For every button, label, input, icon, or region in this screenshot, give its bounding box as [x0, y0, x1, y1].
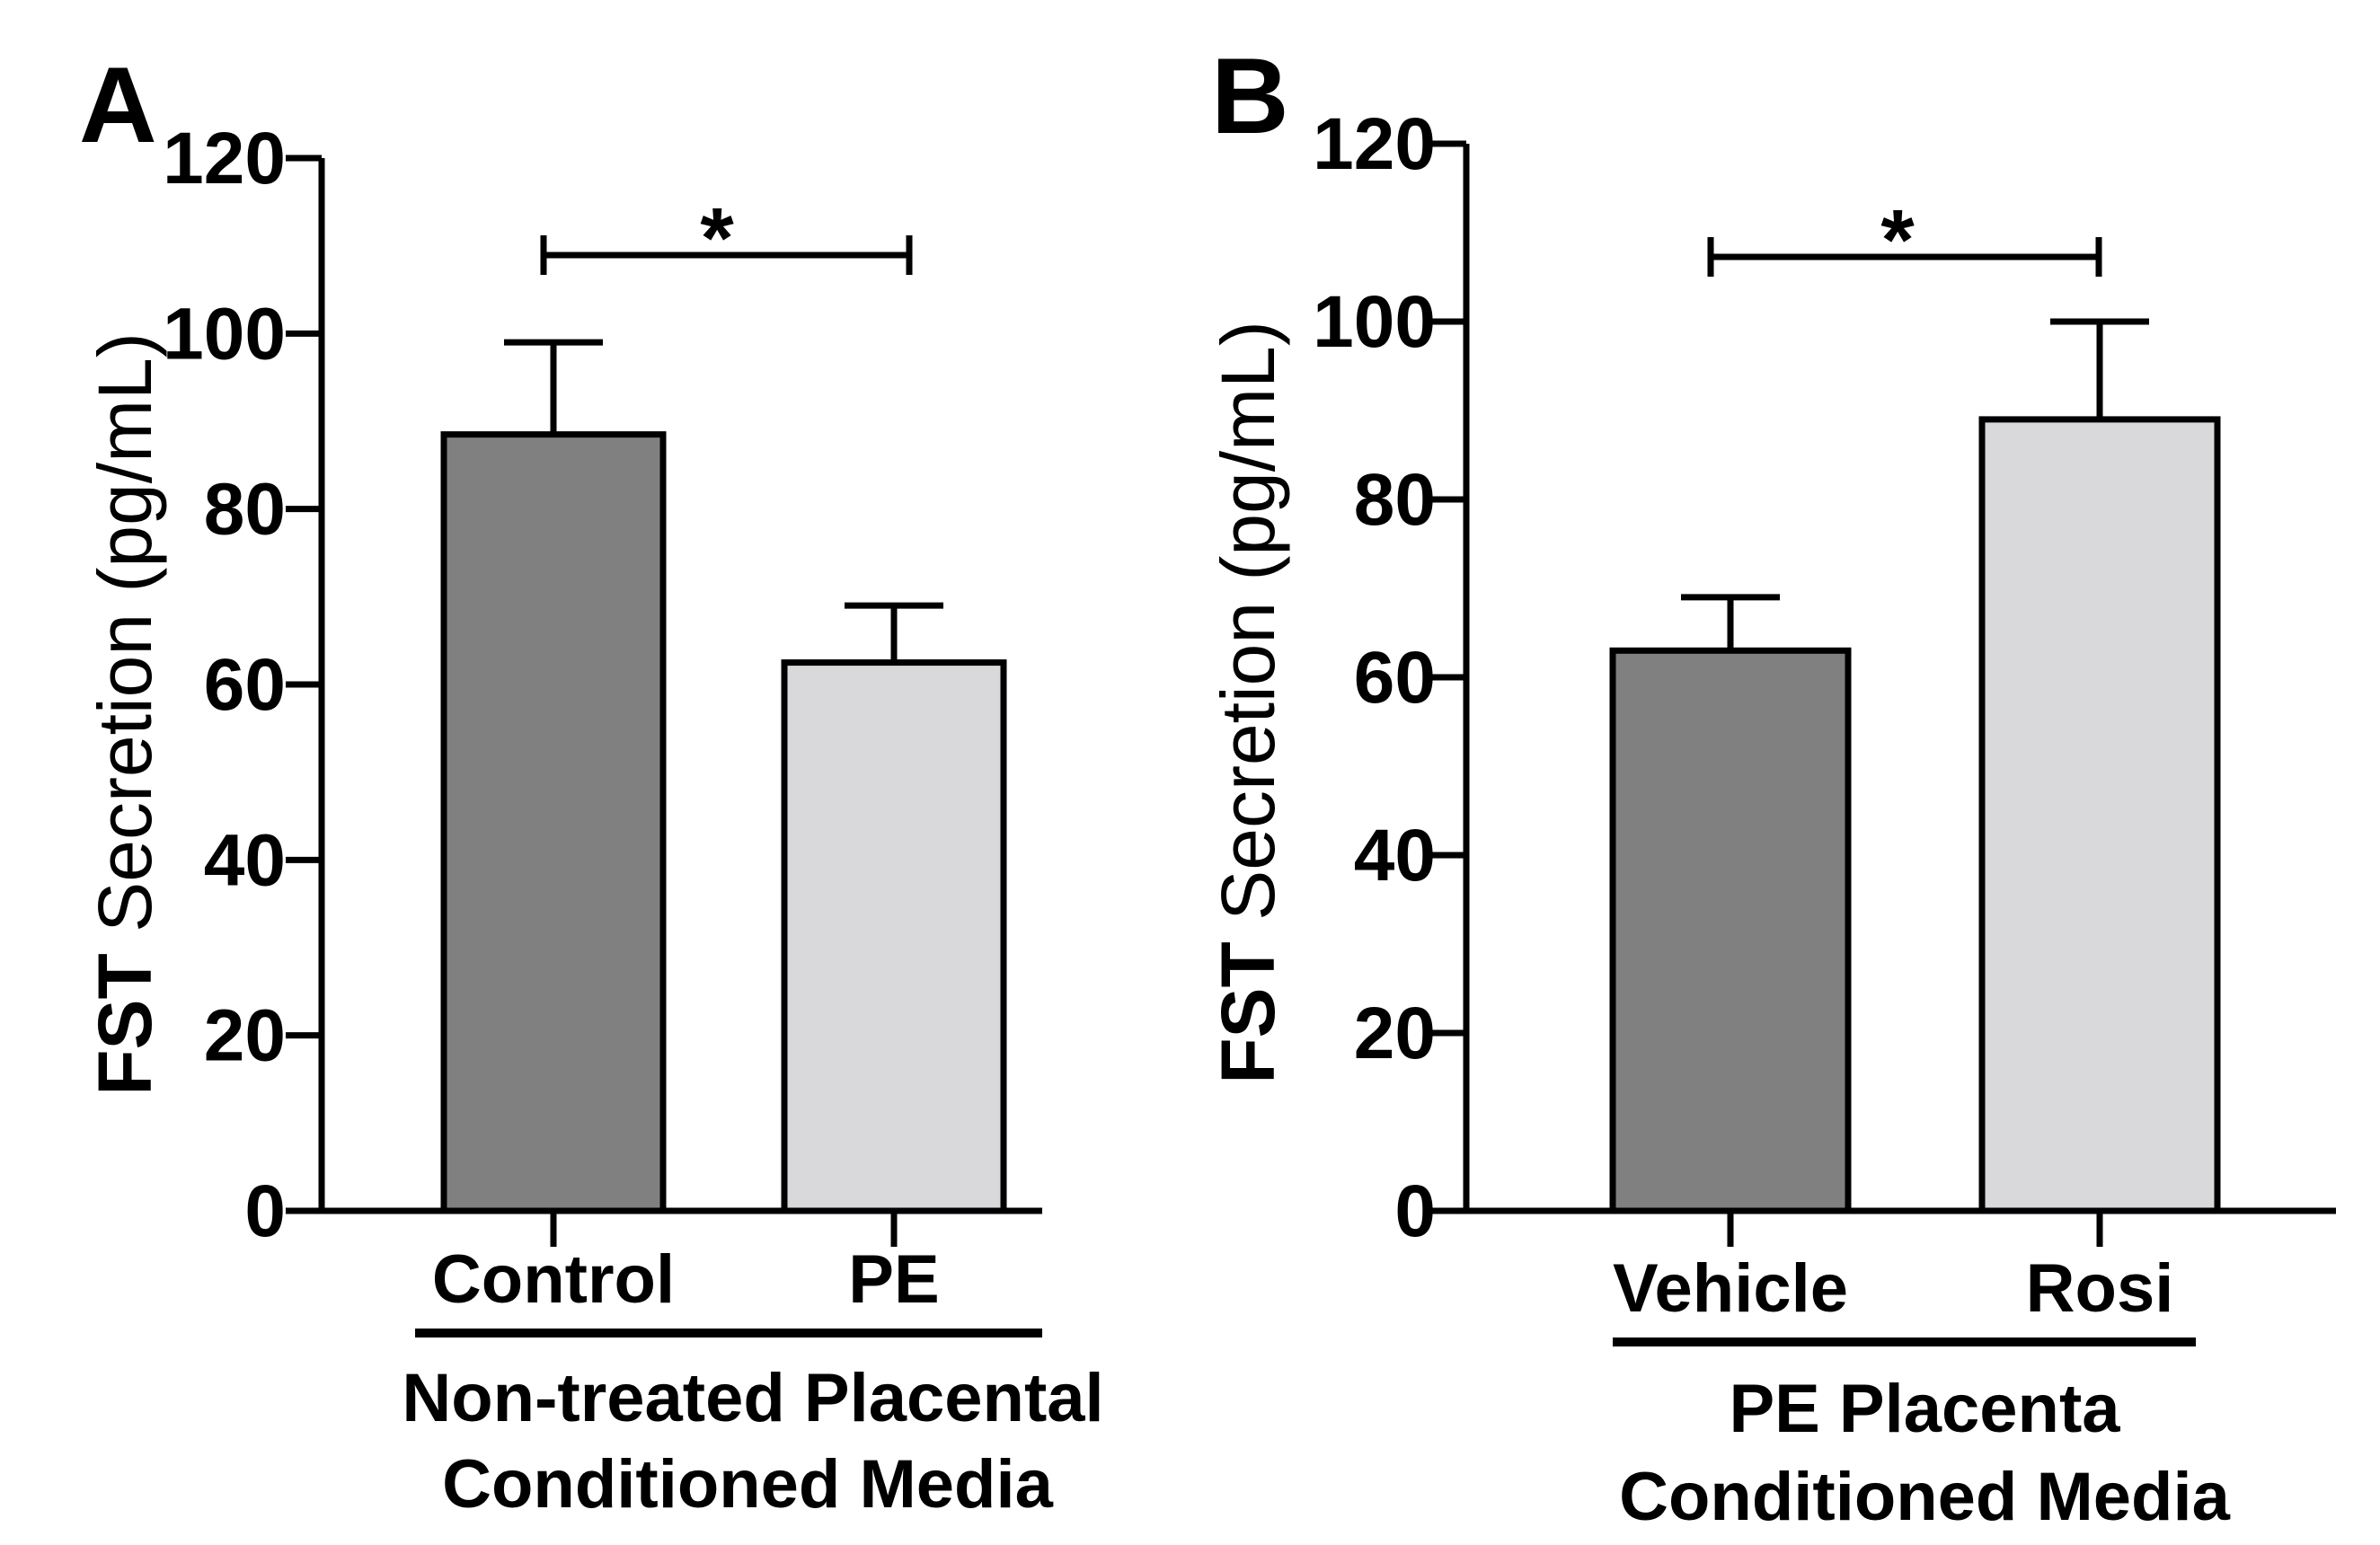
panel-b-group-label-line1: PE Placenta [1729, 1371, 2120, 1447]
panel-a-y-tick-label: 80 [204, 469, 286, 551]
panel-a-y-tick-label: 100 [163, 293, 286, 375]
panel-a-group-label-line1: Non-treated Placental [402, 1360, 1103, 1436]
panel-b-label: B [1211, 36, 1289, 156]
panel-b-y-tick-label: 60 [1354, 637, 1436, 719]
panel-a: A FST Secretion (pg/mL) 020406080100120 … [79, 45, 1104, 1523]
panel-b-significance-star: * [1880, 192, 1915, 288]
panel-b-group-label-line2: Conditioned Media [1619, 1459, 2230, 1535]
panel-a-bar-pe [781, 659, 1007, 1214]
panel-a-x-tick-label-pe: PE [848, 1241, 939, 1318]
panel-b-y-tick-label: 40 [1354, 815, 1436, 896]
panel-a-y-tick-label: 0 [244, 1170, 286, 1252]
panel-b-y-tick-label: 100 [1313, 281, 1436, 363]
panel-b-y-tick-label: 0 [1394, 1170, 1436, 1252]
panel-b-bar-vehicle [1609, 647, 1852, 1214]
panel-a-significance-star: * [700, 190, 734, 287]
panel-b-y-tick-label: 120 [1313, 103, 1436, 185]
panel-a-y-tick-label: 120 [163, 118, 286, 199]
panel-a-y-tick-label: 60 [204, 644, 286, 726]
panel-b-y-tick-label: 20 [1354, 993, 1436, 1074]
panel-b-x-tick-label-vehicle: Vehicle [1613, 1250, 1848, 1327]
panel-a-y-tick-label: 20 [204, 995, 286, 1077]
panel-a-y-axis-title: FST Secretion (pg/mL) [83, 332, 167, 1096]
panel-a-y-tick-label: 40 [204, 819, 286, 901]
panel-a-group-label-line2: Conditioned Media [442, 1446, 1053, 1523]
panel-a-bar-control [440, 431, 667, 1214]
panel-a-x-tick-label-control: Control [432, 1241, 675, 1318]
panel-b-y-tick-label: 80 [1354, 459, 1436, 541]
panel-b: B FST Secretion (pg/mL) 020406080100120 … [1206, 36, 2336, 1535]
panel-a-label: A [79, 45, 157, 165]
panel-b-bar-rosi [1978, 416, 2221, 1214]
panel-b-x-tick-label-rosi: Rosi [2026, 1250, 2174, 1327]
panel-b-y-axis-title: FST Secretion (pg/mL) [1206, 321, 1290, 1084]
